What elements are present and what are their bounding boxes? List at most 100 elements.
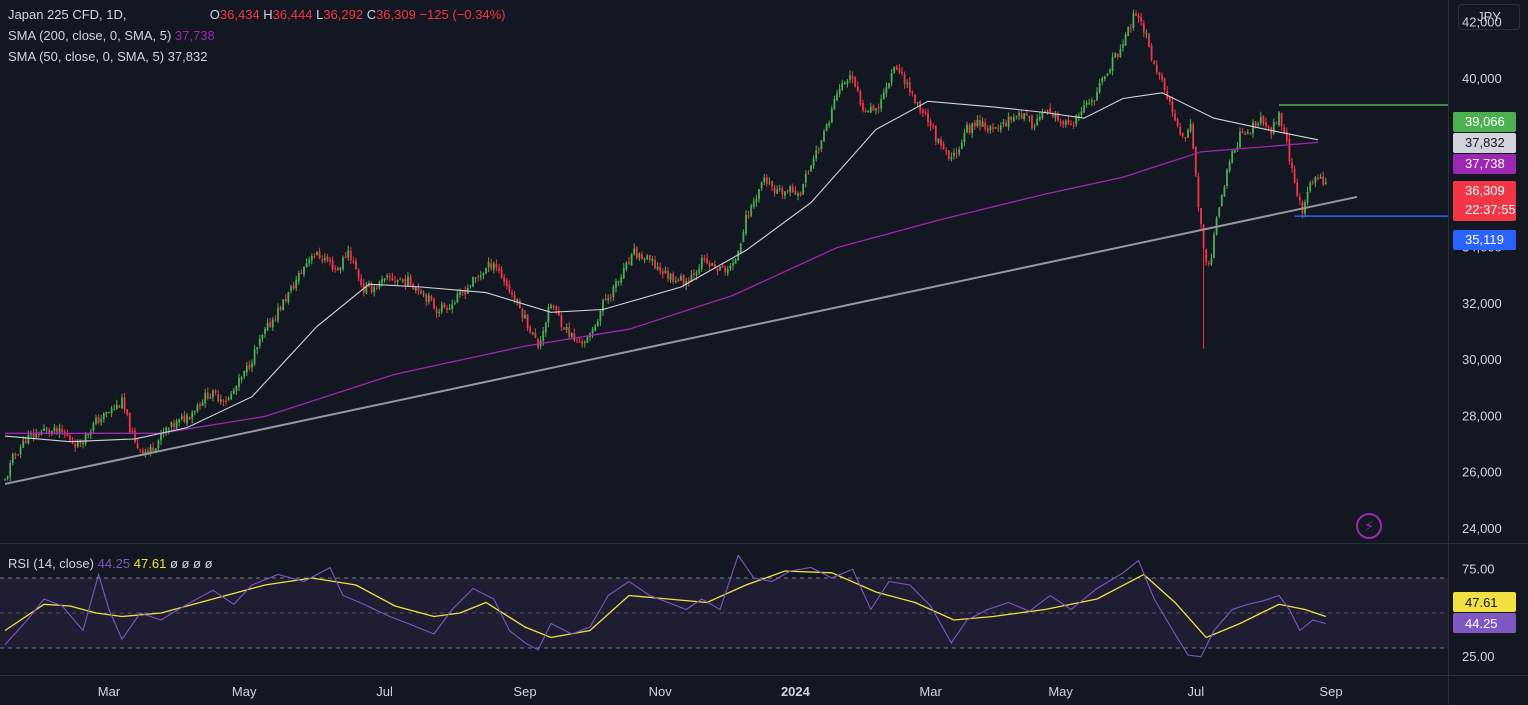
candle-body: [895, 66, 898, 70]
candle-body: [1280, 113, 1283, 127]
lightning-icon[interactable]: ⚡: [1356, 513, 1382, 539]
candle-body: [139, 449, 142, 451]
candle-body: [32, 432, 35, 438]
candle-body: [27, 434, 30, 443]
candle-body: [1179, 126, 1182, 135]
candle-body: [30, 433, 32, 435]
candle-body: [815, 150, 818, 159]
candle-body: [121, 397, 123, 409]
candle-body: [823, 131, 825, 142]
candle-body: [565, 326, 568, 331]
candle-body: [118, 406, 121, 408]
support-trendline[interactable]: [4, 195, 1358, 485]
candle-body: [175, 420, 178, 429]
rsi-line: [4, 554, 1326, 658]
candle-body: [157, 440, 160, 449]
candle-body: [851, 76, 854, 79]
candle-body: [518, 301, 521, 309]
candle-body: [1088, 102, 1091, 104]
candle-body: [422, 293, 425, 295]
rsi-tick-label: 75.00: [1462, 561, 1495, 576]
price-label-countdown: 22:37:55: [1465, 202, 1516, 217]
rsi-legend[interactable]: RSI (14, close) 44.25 47.61 ø ø ø ø: [8, 556, 213, 571]
candle-body: [1049, 108, 1052, 114]
candle-body: [1038, 116, 1041, 120]
candle-body: [810, 165, 812, 172]
candle-body: [105, 412, 108, 414]
candle-body: [739, 243, 742, 253]
rsi-axis-ticks: 75.00 25.00: [1462, 561, 1495, 664]
candle-body: [238, 378, 240, 387]
candle-body: [329, 259, 331, 262]
candle-body: [1202, 225, 1205, 249]
price-label-box: [1453, 112, 1516, 132]
candle-body: [849, 74, 851, 80]
symbol-label[interactable]: Japan 225 CFD, 1D,: [8, 7, 127, 22]
candle-body: [1244, 133, 1247, 135]
candle-body: [953, 153, 955, 156]
candle-body: [719, 266, 721, 271]
candle-body: [498, 267, 500, 271]
candle-body: [1270, 127, 1273, 135]
candle-body: [191, 412, 194, 419]
candle-body: [537, 338, 539, 348]
candle-body: [976, 119, 979, 127]
candle-body: [388, 276, 391, 278]
candle-body: [87, 433, 90, 435]
rsi-labels: 47.61 44.25: [1453, 592, 1516, 633]
candle-body: [414, 287, 417, 291]
candle-body: [791, 186, 794, 193]
candle-body: [971, 123, 974, 134]
candle-body: [108, 412, 110, 414]
candle-body: [846, 80, 849, 84]
candle-body: [778, 188, 781, 190]
candle-body: [635, 247, 638, 258]
candle-body: [901, 71, 903, 74]
candle-body: [1228, 161, 1231, 172]
sma200-label: SMA (200, close, 0, SMA, 5): [8, 28, 172, 43]
candle-body: [830, 108, 833, 123]
candle-body: [149, 446, 152, 454]
candle-body: [799, 192, 802, 196]
candle-body: [1309, 182, 1312, 191]
candle-body: [609, 297, 612, 299]
candle-body: [1057, 113, 1059, 121]
candle-body: [448, 308, 451, 310]
candle-body: [264, 328, 266, 334]
price-label-value: 36,309: [1465, 183, 1505, 198]
candle-body: [633, 248, 636, 255]
candle-body: [331, 260, 334, 270]
candle-body: [453, 302, 456, 304]
redacted-block: [130, 10, 207, 22]
candle-body: [61, 429, 64, 432]
currency-button[interactable]: JPY: [1458, 4, 1520, 30]
sma50-legend[interactable]: SMA (50, close, 0, SMA, 5) 37,832: [8, 49, 207, 65]
candle-body: [625, 262, 628, 270]
candle-body: [383, 278, 386, 281]
candle-body: [292, 285, 295, 289]
candle-body: [365, 285, 368, 293]
sma200-legend[interactable]: SMA (200, close, 0, SMA, 5) 37,738: [8, 28, 215, 44]
candle-body: [979, 120, 981, 126]
candle-body: [1288, 139, 1291, 162]
candle-body: [391, 277, 394, 281]
candle-body: [1054, 114, 1057, 118]
candle-body: [794, 190, 797, 195]
rsi-extra: ø ø ø ø: [169, 556, 213, 571]
candle-body: [781, 188, 784, 195]
candle-body: [693, 273, 695, 275]
candle-body: [1012, 117, 1015, 122]
candle-body: [310, 256, 313, 261]
price-tick-label: 40,000: [1462, 71, 1502, 86]
candle-body: [318, 251, 321, 259]
candle-body: [492, 263, 495, 270]
candle-body: [544, 323, 547, 333]
candle-body: [841, 83, 844, 90]
candle-body: [1210, 258, 1213, 265]
price-label-box: [1453, 133, 1516, 153]
candle-body: [1002, 122, 1005, 125]
candle-body: [102, 413, 105, 420]
rsi-label-box: [1453, 613, 1516, 633]
candle-body: [596, 321, 599, 327]
